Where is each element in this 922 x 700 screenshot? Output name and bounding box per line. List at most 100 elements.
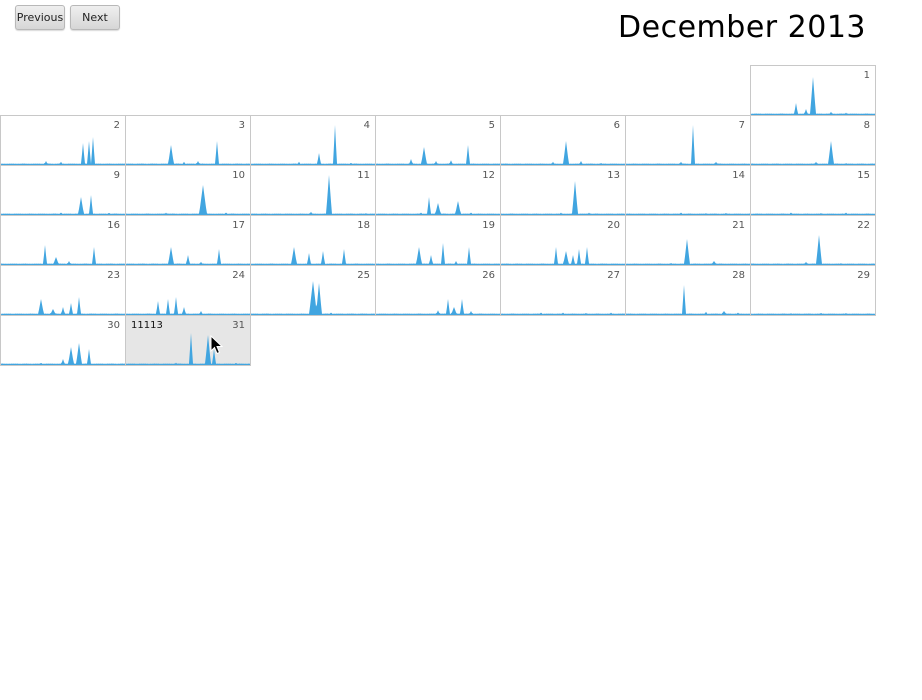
day-number: 6: [613, 120, 620, 131]
day-number: 19: [482, 220, 495, 231]
activity-area: [376, 145, 500, 165]
day-cell-10[interactable]: 10: [125, 165, 251, 216]
activity-area: [1, 343, 125, 365]
day-activity-sparkline: [126, 141, 250, 165]
day-number: 8: [863, 120, 870, 131]
day-cell-20[interactable]: 20: [500, 215, 626, 266]
hover-count-label: 11113: [131, 320, 163, 331]
day-cell-6[interactable]: 6: [500, 115, 626, 166]
activity-area: [126, 333, 250, 365]
day-cell-18[interactable]: 18: [250, 215, 376, 266]
day-activity-sparkline: [251, 281, 375, 315]
day-number: 13: [607, 170, 620, 181]
day-cell-15[interactable]: 15: [750, 165, 876, 216]
activity-area: [751, 313, 875, 315]
activity-area: [751, 77, 875, 115]
day-number: 28: [732, 270, 745, 281]
day-activity-sparkline: [626, 125, 750, 165]
day-activity-sparkline: [751, 77, 875, 115]
day-activity-sparkline: [376, 299, 500, 315]
day-activity-sparkline: [501, 181, 625, 215]
day-cell-5[interactable]: 5: [375, 115, 501, 166]
day-activity-sparkline: [1, 343, 125, 365]
day-cell-31[interactable]: 31 11113: [125, 315, 251, 366]
day-cell-29[interactable]: 29: [750, 265, 876, 316]
activity-area: [126, 141, 250, 165]
activity-area: [751, 235, 875, 265]
day-number: 26: [482, 270, 495, 281]
activity-area: [126, 185, 250, 215]
activity-area: [626, 285, 750, 315]
day-number: 17: [232, 220, 245, 231]
day-number: 16: [107, 220, 120, 231]
day-activity-sparkline: [1, 195, 125, 215]
day-cell-4[interactable]: 4: [250, 115, 376, 166]
day-activity-sparkline: [626, 239, 750, 265]
next-button[interactable]: Next: [70, 5, 120, 30]
day-number: 18: [357, 220, 370, 231]
day-activity-sparkline: [376, 145, 500, 165]
day-activity-sparkline: [501, 312, 625, 315]
month-title: December 2013: [618, 10, 866, 45]
day-cell-19[interactable]: 19: [375, 215, 501, 266]
day-activity-sparkline: [251, 125, 375, 165]
day-cell-14[interactable]: 14: [625, 165, 751, 216]
day-number: 15: [857, 170, 870, 181]
day-activity-sparkline: [376, 243, 500, 265]
day-cell-3[interactable]: 3: [125, 115, 251, 166]
day-number: 4: [363, 120, 370, 131]
day-number: 22: [857, 220, 870, 231]
day-number: 25: [357, 270, 370, 281]
activity-area: [251, 125, 375, 165]
day-cell-27[interactable]: 27: [500, 265, 626, 316]
day-number: 3: [238, 120, 245, 131]
day-cell-9[interactable]: 9: [0, 165, 126, 216]
activity-area: [1, 195, 125, 215]
activity-area: [376, 243, 500, 265]
day-number: 29: [857, 270, 870, 281]
day-number: 5: [488, 120, 495, 131]
day-number: 9: [113, 170, 120, 181]
day-cell-22[interactable]: 22: [750, 215, 876, 266]
activity-area: [626, 212, 750, 215]
day-activity-sparkline: [126, 333, 250, 365]
activity-area: [626, 239, 750, 265]
day-number: 11: [357, 170, 370, 181]
day-activity-sparkline: [751, 235, 875, 265]
day-number: 7: [738, 120, 745, 131]
day-cell-28[interactable]: 28: [625, 265, 751, 316]
day-number: 30: [107, 320, 120, 331]
day-activity-sparkline: [1, 137, 125, 165]
day-cell-2[interactable]: 2: [0, 115, 126, 166]
day-cell-8[interactable]: 8: [750, 115, 876, 166]
activity-area: [376, 299, 500, 315]
activity-area: [126, 297, 250, 315]
previous-button[interactable]: Previous: [15, 5, 65, 30]
activity-area: [1, 297, 125, 315]
day-number: 1: [863, 70, 870, 81]
day-cell-21[interactable]: 21: [625, 215, 751, 266]
day-activity-sparkline: [501, 247, 625, 265]
activity-area: [1, 137, 125, 165]
day-number: 31: [232, 320, 245, 331]
day-activity-sparkline: [251, 247, 375, 265]
day-cell-16[interactable]: 16: [0, 215, 126, 266]
day-cell-25[interactable]: 25: [250, 265, 376, 316]
day-cell-30[interactable]: 30: [0, 315, 126, 366]
day-cell-12[interactable]: 12: [375, 165, 501, 216]
day-cell-23[interactable]: 23: [0, 265, 126, 316]
day-cell-26[interactable]: 26: [375, 265, 501, 316]
day-cell-7[interactable]: 7: [625, 115, 751, 166]
day-activity-sparkline: [251, 175, 375, 215]
day-number: 20: [607, 220, 620, 231]
day-activity-sparkline: [501, 141, 625, 165]
day-number: 2: [113, 120, 120, 131]
activity-area: [251, 281, 375, 315]
activity-area: [501, 141, 625, 165]
day-cell-24[interactable]: 24: [125, 265, 251, 316]
day-cell-1[interactable]: 1: [750, 65, 876, 116]
day-cell-11[interactable]: 11: [250, 165, 376, 216]
day-cell-17[interactable]: 17: [125, 215, 251, 266]
day-cell-13[interactable]: 13: [500, 165, 626, 216]
day-activity-sparkline: [626, 212, 750, 215]
